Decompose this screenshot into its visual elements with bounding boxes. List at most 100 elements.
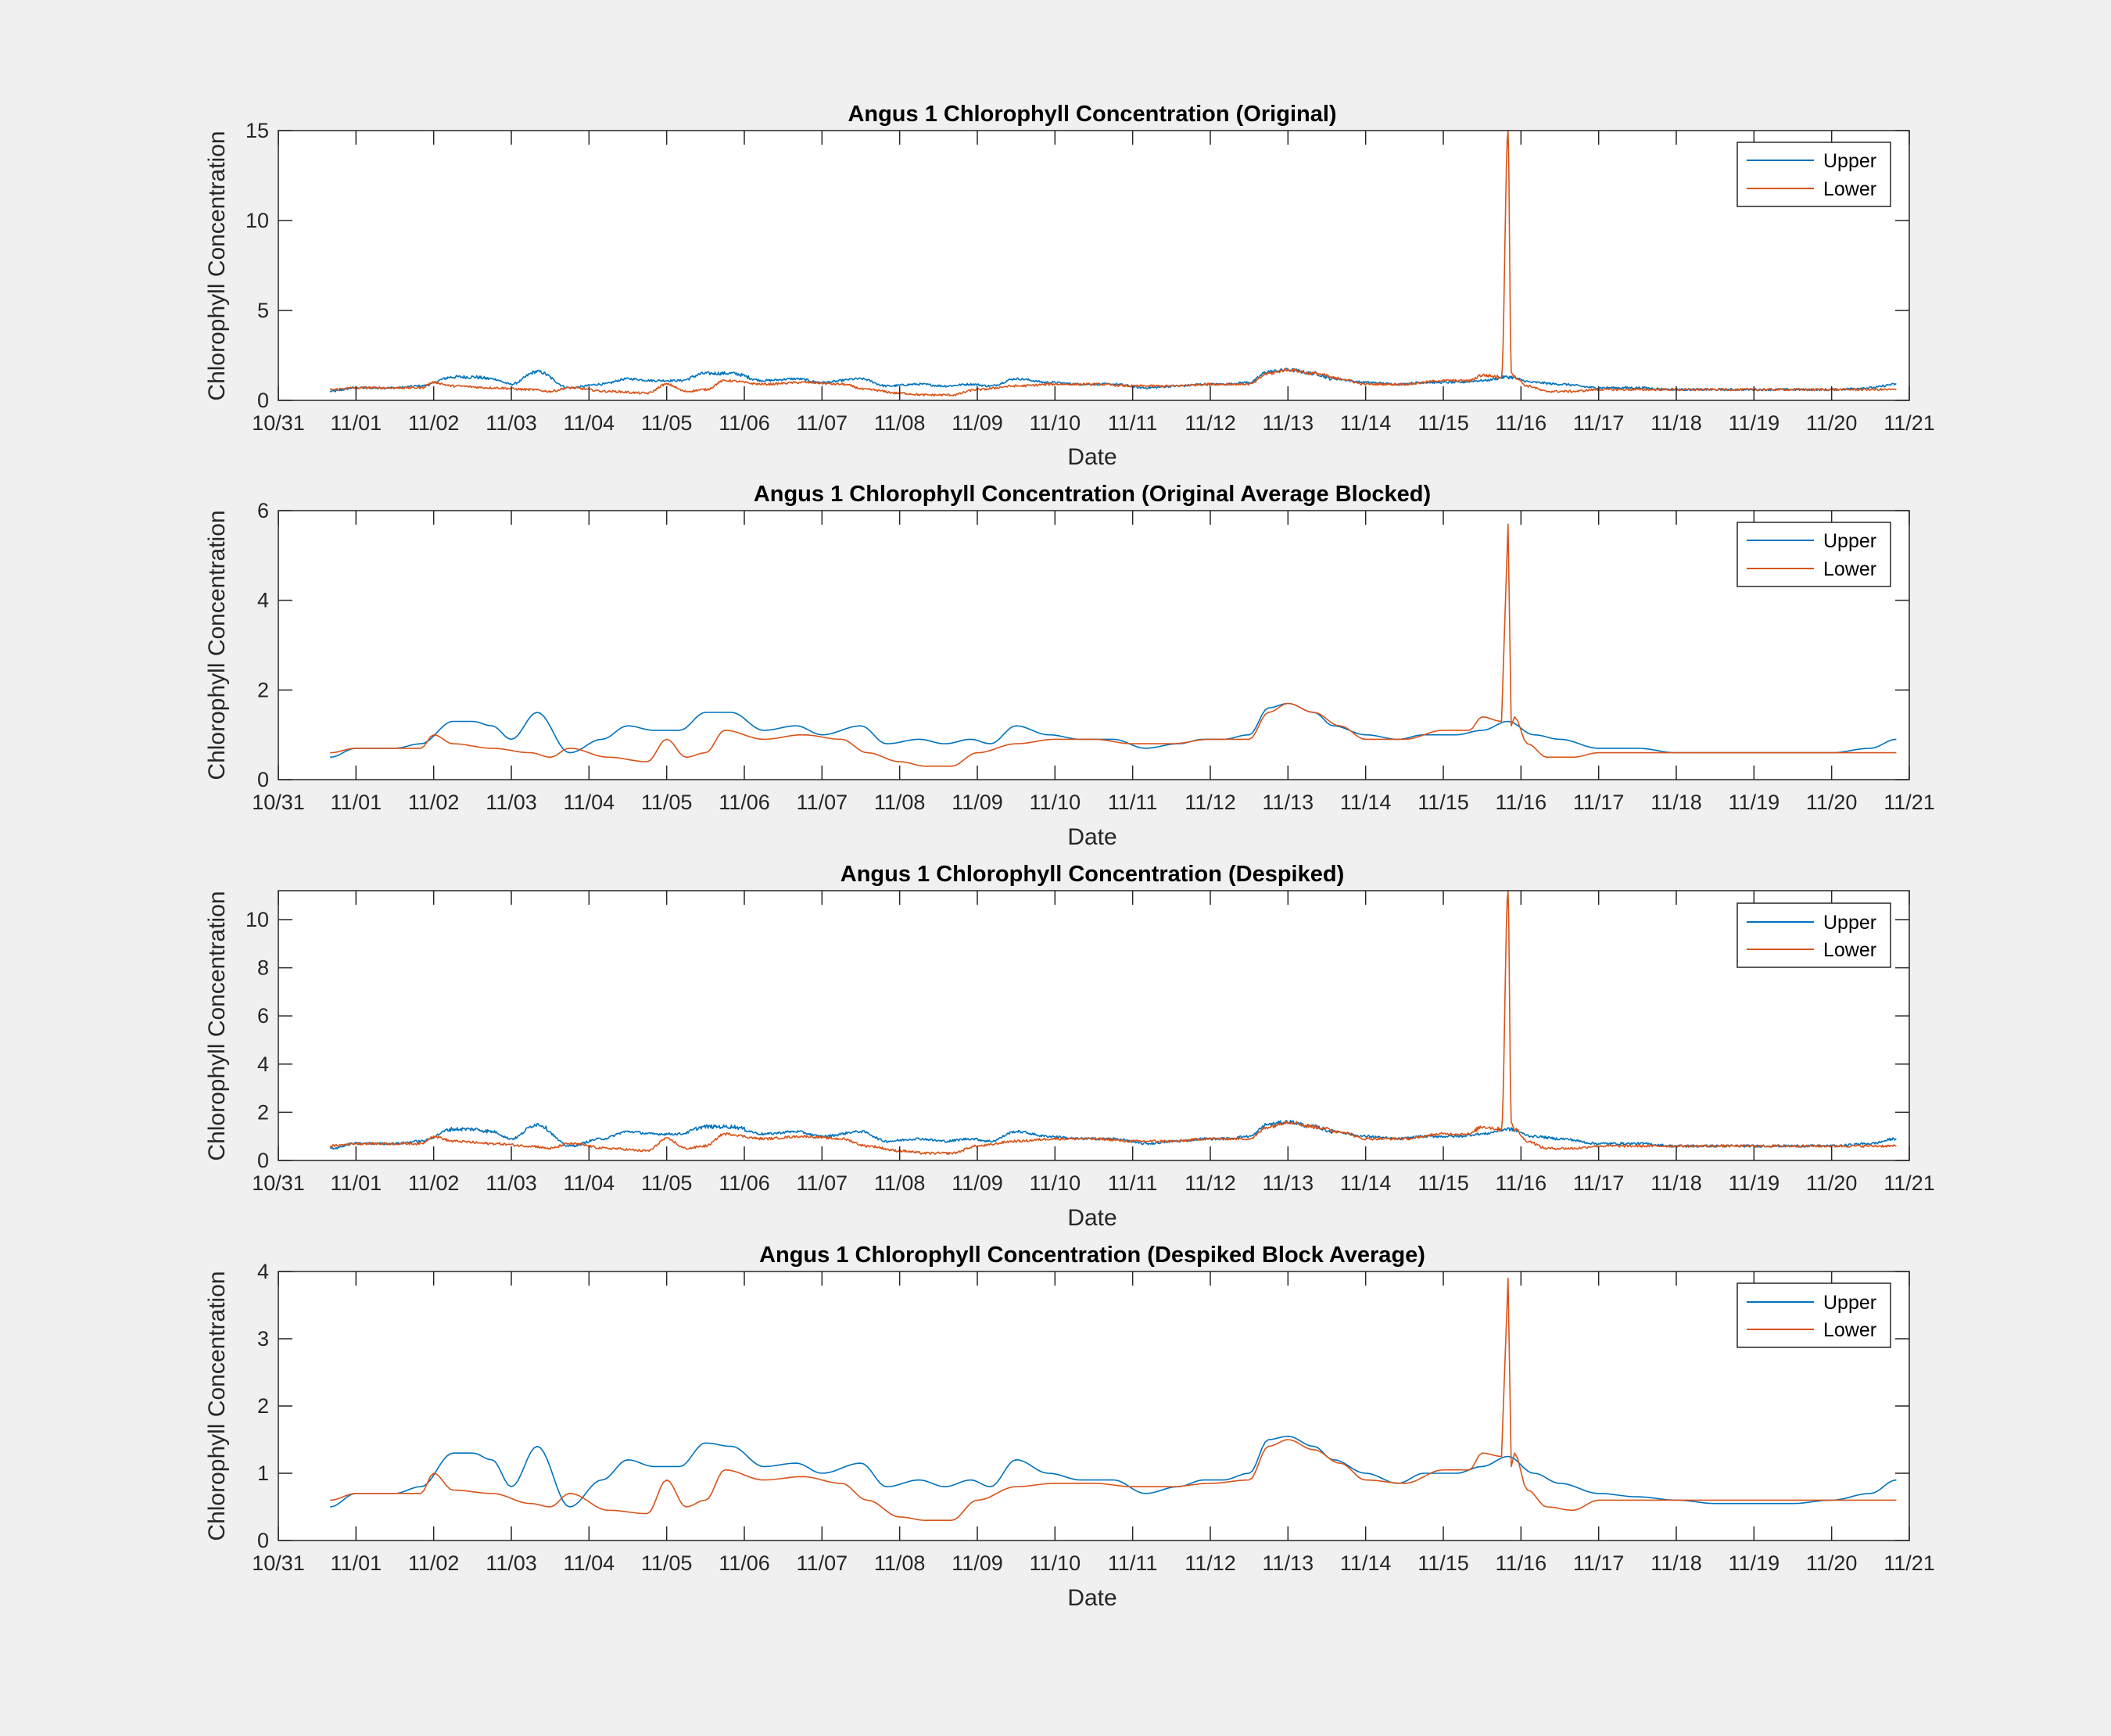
x-tick-label: 11/12 [1185,1551,1236,1575]
y-tick-label: 15 [246,119,269,142]
x-tick-label: 11/01 [331,1171,382,1195]
x-tick-label: 11/09 [952,791,1003,814]
x-tick-label: 11/21 [1883,1171,1935,1195]
x-tick-label: 11/02 [408,411,460,435]
plot-area [278,1272,1909,1541]
x-tick-label: 11/01 [331,791,382,814]
x-tick-label: 11/14 [1340,1551,1392,1575]
y-tick-label: 0 [257,768,269,791]
x-tick-label: 11/09 [952,1551,1003,1575]
x-tick-label: 11/20 [1806,791,1858,814]
subplot-title: Angus 1 Chlorophyll Concentration (Origi… [848,102,1336,127]
x-tick-label: 11/12 [1185,411,1236,435]
x-tick-label: 11/10 [1030,1551,1081,1575]
x-tick-label: 11/20 [1806,411,1858,435]
x-tick-label: 11/21 [1883,411,1935,435]
legend-label-upper: Upper [1823,1292,1876,1314]
x-tick-label: 11/03 [486,411,537,435]
x-tick-label: 11/08 [874,1551,926,1575]
x-tick-label: 11/19 [1729,1551,1780,1575]
x-axis-label: Date [1067,824,1116,850]
x-axis-label: Date [1067,1205,1116,1231]
x-tick-label: 11/03 [486,1551,537,1575]
x-tick-label: 11/06 [719,411,770,435]
x-tick-label: 11/13 [1263,791,1314,814]
y-tick-label: 6 [257,499,269,522]
x-tick-label: 11/17 [1573,411,1625,435]
x-tick-label: 11/05 [641,411,693,435]
x-tick-label: 11/16 [1496,411,1547,435]
x-tick-label: 11/18 [1650,791,1702,814]
x-tick-label: 11/05 [641,1551,693,1575]
legend-box [1736,902,1891,968]
series-line-upper [330,1435,1897,1508]
x-tick-label: 11/05 [641,791,693,814]
subplot-original: 10/31 11/01 11/02 11/03 11/04 11/05 11/06 11/07… [204,102,1935,470]
axes-box [278,130,1910,401]
x-tick-label: 11/11 [1108,1551,1158,1575]
x-tick-label: 11/15 [1417,1171,1469,1195]
series-line-upper [330,702,1897,759]
x-tick-label: 11/10 [1030,411,1081,435]
series-line-lower [329,131,1897,397]
y-axis-label: Chlorophyll Concentration [204,891,230,1160]
y-tick-label: 2 [257,678,269,701]
plot-lines: 10/31 11/01 11/02 11/03 11/04 11/05 11/06 11/07… [252,499,1935,814]
y-tick-label: 0 [257,1529,269,1552]
x-tick-label: 11/11 [1108,411,1158,435]
y-axis-label: Chlorophyll Concentration [204,510,230,780]
subplot-title: Angus 1 Chlorophyll Concentration (Despi… [840,862,1345,887]
legend-label-lower: Lower [1823,939,1876,961]
x-tick-label: 11/14 [1340,411,1392,435]
axes-box [278,510,1910,780]
x-tick-label: 11/15 [1417,1551,1469,1575]
x-tick-label: 11/01 [331,1551,382,1575]
x-tick-label: 11/02 [408,791,460,814]
x-tick-label: 11/06 [719,1171,770,1195]
x-tick-label: 11/20 [1806,1171,1858,1195]
x-tick-label: 11/10 [1030,791,1081,814]
x-tick-label: 11/16 [1496,1551,1547,1575]
x-tick-label: 11/11 [1108,1171,1158,1195]
x-tick-label: 11/04 [564,791,615,814]
x-tick-label: 11/08 [874,1171,926,1195]
legend-label-lower: Lower [1823,1319,1876,1341]
y-tick-label: 2 [257,1394,269,1418]
x-tick-label: 11/16 [1496,1171,1547,1195]
x-tick-label: 11/21 [1883,1551,1935,1575]
y-tick-label: 8 [257,956,269,980]
plot-lines: 10/31 11/01 11/02 11/03 11/04 11/05 11/06 11/07… [246,119,1935,435]
x-tick-label: 10/31 [252,1551,305,1575]
x-tick-label: 11/12 [1185,791,1236,814]
x-axis-label: Date [1067,444,1116,470]
x-tick-label: 11/08 [874,411,926,435]
x-tick-label: 11/15 [1417,791,1469,814]
y-tick-label: 6 [257,1004,269,1028]
series-line-lower [330,523,1897,767]
x-tick-label: 11/07 [797,791,848,814]
x-tick-label: 11/04 [564,1171,615,1195]
x-tick-label: 11/18 [1650,1171,1702,1195]
legend: Upper Lower [1736,522,1891,587]
plot-area [278,511,1909,780]
x-tick-label: 11/15 [1417,411,1469,435]
x-tick-label: 11/09 [952,1171,1003,1195]
subplot-title: Angus 1 Chlorophyll Concentration (Despi… [759,1243,1425,1268]
legend-label-upper: Upper [1823,150,1876,172]
x-tick-label: 11/19 [1729,1171,1780,1195]
y-tick-label: 4 [257,1053,269,1076]
series-line-lower [330,1277,1897,1521]
y-tick-label: 4 [257,1260,269,1283]
x-tick-label: 10/31 [252,1171,305,1195]
legend-label-lower: Lower [1823,558,1876,580]
legend-label-lower: Lower [1823,178,1876,200]
x-tick-label: 11/06 [719,791,770,814]
x-tick-label: 11/14 [1340,791,1392,814]
subplot-title: Angus 1 Chlorophyll Concentration (Origi… [754,482,1431,507]
x-tick-label: 11/11 [1108,791,1158,814]
x-tick-label: 11/17 [1573,1171,1625,1195]
x-tick-label: 11/05 [641,1171,693,1195]
x-tick-label: 11/18 [1650,411,1702,435]
y-tick-label: 10 [246,209,269,232]
